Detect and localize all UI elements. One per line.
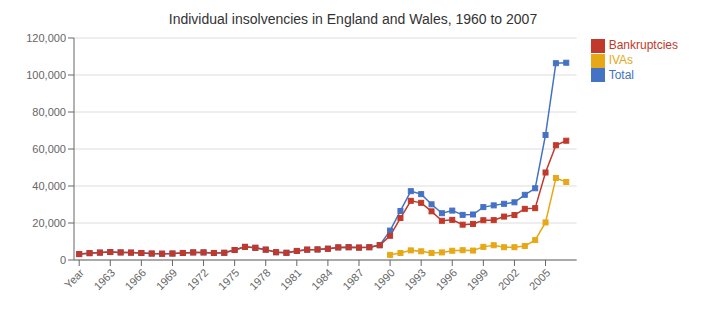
html-text:Total: Total bbox=[608, 67, 634, 82]
svg-text:40,000: 40,000 bbox=[32, 180, 66, 192]
svg-text:80,000: 80,000 bbox=[32, 106, 66, 118]
svg-text:1987: 1987 bbox=[340, 266, 366, 292]
svg-text:1993: 1993 bbox=[402, 266, 428, 292]
svg-text:1975: 1975 bbox=[216, 266, 242, 292]
svg-text:Year: Year bbox=[62, 266, 86, 290]
svg-text:1972: 1972 bbox=[185, 266, 211, 292]
svg-text:120,000: 120,000 bbox=[26, 32, 66, 44]
html-text:Individual insolvencies in Eng: Individual insolvencies in England and W… bbox=[168, 11, 538, 27]
html-text:IVAs: IVAs bbox=[608, 52, 634, 67]
svg-text:1969: 1969 bbox=[154, 266, 180, 292]
html-text:Bankruptcies: Bankruptcies bbox=[608, 38, 678, 52]
svg-text:60,000: 60,000 bbox=[32, 143, 66, 155]
svg-text:100,000: 100,000 bbox=[26, 69, 66, 81]
svg-text:1990: 1990 bbox=[371, 266, 397, 292]
svg-text:1999: 1999 bbox=[464, 266, 490, 292]
svg-text:0: 0 bbox=[60, 254, 66, 266]
svg-text:2005: 2005 bbox=[527, 266, 553, 292]
svg-text:20,000: 20,000 bbox=[32, 217, 66, 229]
svg-text:1963: 1963 bbox=[91, 266, 117, 292]
svg-text:1984: 1984 bbox=[309, 266, 335, 292]
svg-text:1996: 1996 bbox=[433, 266, 459, 292]
svg-text:1978: 1978 bbox=[247, 266, 273, 292]
svg-text:2002: 2002 bbox=[496, 266, 522, 292]
svg-text:1981: 1981 bbox=[278, 266, 304, 292]
svg-text:1966: 1966 bbox=[123, 266, 149, 292]
